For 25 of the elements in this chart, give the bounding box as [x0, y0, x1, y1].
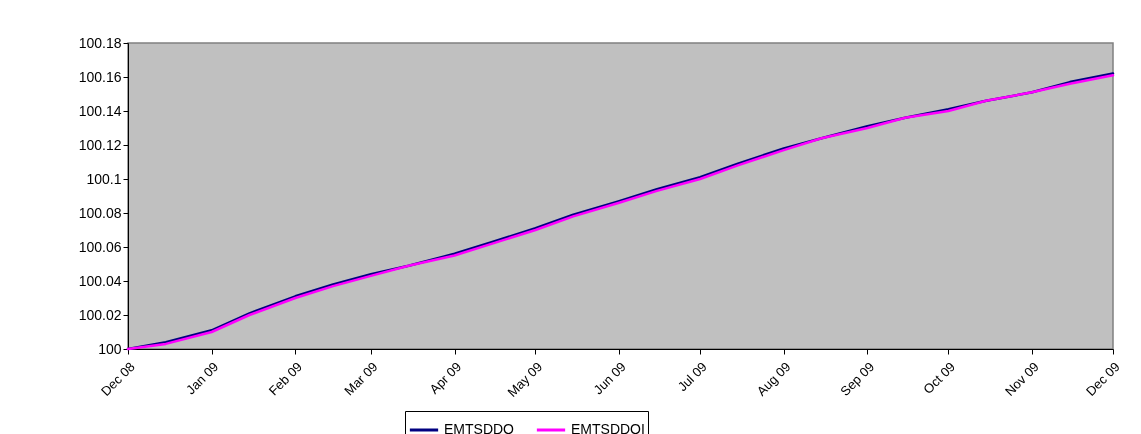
x-tick-label: Aug 09 — [753, 359, 794, 399]
x-tick-label: Sep 09 — [837, 359, 878, 399]
x-tick-label: Jun 09 — [590, 359, 629, 398]
x-tick-label: Mar 09 — [341, 359, 381, 399]
x-tick-label: Jul 09 — [674, 359, 710, 395]
y-tick-label: 100 — [98, 340, 122, 357]
x-tick-label: Nov 09 — [1001, 359, 1042, 399]
x-tick-label: Dec 09 — [1082, 359, 1123, 399]
x-tick-label: Apr 09 — [426, 359, 465, 397]
x-tick-label: Jan 09 — [183, 359, 222, 398]
legend-label: EMTSDDO — [444, 421, 515, 434]
x-tick-label: May 09 — [504, 359, 546, 400]
y-tick-label: 100.08 — [78, 204, 122, 221]
x-tick-label: Feb 09 — [265, 359, 306, 399]
y-tick-label: 100.02 — [78, 306, 122, 323]
y-tick-label: 100.1 — [86, 170, 122, 187]
legend-label: EMTSDDOI — [571, 421, 645, 434]
y-tick-label: 100.18 — [78, 34, 122, 51]
x-tick-label: Dec 08 — [97, 359, 138, 399]
y-tick-label: 100.06 — [78, 238, 122, 255]
y-tick-label: 100.04 — [78, 272, 122, 289]
y-tick-label: 100.14 — [78, 102, 122, 119]
x-tick-label: Oct 09 — [920, 359, 959, 397]
y-tick-label: 100.16 — [78, 68, 122, 85]
y-tick-label: 100.12 — [78, 136, 122, 153]
